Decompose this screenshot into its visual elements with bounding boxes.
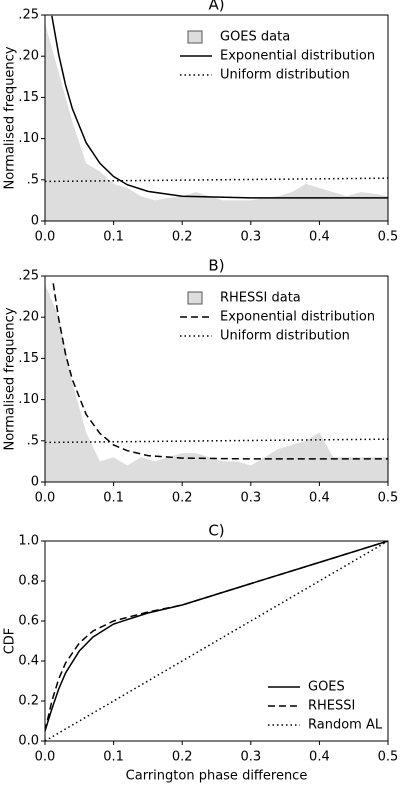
x-tick-label: 0.5 — [378, 750, 399, 765]
panel-title: B) — [208, 257, 224, 275]
legend-label: Exponential distribution — [220, 49, 375, 64]
x-tick-label: 0.4 — [309, 230, 330, 245]
x-tick-label: 0.0 — [35, 750, 56, 765]
legend-label: Exponential distribution — [220, 310, 375, 325]
y-tick-label: 0.4 — [18, 654, 39, 669]
y-tick-label: 0 — [31, 475, 39, 490]
line — [45, 438, 388, 444]
line — [45, 177, 388, 183]
x-tick-label: 0.2 — [172, 491, 193, 506]
area — [45, 23, 388, 221]
panel-title: A) — [208, 0, 224, 14]
y-axis-label: CDF — [3, 628, 18, 655]
y-tick-label: 0.2 — [18, 694, 39, 709]
plot-frame — [44, 540, 389, 742]
x-tick-label: 0.4 — [309, 750, 330, 765]
y-tick-label: .10 — [18, 392, 39, 407]
legend-label: GOES — [308, 680, 345, 695]
x-tick-label: 0.2 — [172, 230, 193, 245]
line — [45, 541, 388, 741]
x-tick-label: 0.5 — [378, 230, 399, 245]
y-tick-label: .20 — [18, 49, 39, 64]
x-tick-label: 0.0 — [35, 230, 56, 245]
y-tick-label: .25 — [18, 8, 39, 23]
y-tick-label: 0.8 — [18, 574, 39, 589]
y-tick-label: .25 — [18, 269, 39, 284]
y-tick-label: .15 — [18, 90, 39, 105]
legend-label: Uniform distribution — [220, 329, 350, 344]
plot-frame — [44, 14, 389, 222]
x-tick-label: 0.3 — [240, 230, 261, 245]
y-tick-label: 0 — [31, 214, 39, 229]
x-tick-label: 0.0 — [35, 491, 56, 506]
x-tick-label: 0.1 — [103, 491, 124, 506]
x-tick-label: 0.3 — [240, 491, 261, 506]
y-tick-label: 0.6 — [18, 614, 39, 629]
x-tick-label: 0.3 — [240, 750, 261, 765]
legend-swatch — [187, 30, 203, 44]
x-axis-label: Carrington phase difference — [126, 769, 308, 784]
panel: 0.0 0.1 0.2 0.3 0.4 0.50.5.10.15.20.25B)Norma… — [3, 257, 399, 506]
legend-label: Random AL — [308, 718, 383, 733]
line — [51, 15, 388, 199]
y-axis-label: Normalised frequency — [3, 307, 18, 450]
x-tick-label: 0.4 — [309, 491, 330, 506]
y-tick-label: .20 — [18, 310, 39, 325]
legend-label: RHESSI data — [220, 291, 301, 306]
x-tick-label: 0.5 — [378, 491, 399, 506]
area — [45, 284, 388, 482]
panel: 0.0 0.1 0.2 0.3 0.4 0.50.5.10.15.20.25A)Norma… — [3, 0, 399, 245]
y-tick-label: 0.0 — [18, 734, 39, 749]
x-tick-label: 0.1 — [103, 750, 124, 765]
y-tick-label: 1.0 — [18, 534, 39, 549]
legend-swatch — [187, 291, 203, 305]
legend-label: GOES data — [220, 30, 290, 45]
plot-frame — [44, 275, 389, 483]
x-tick-label: 0.2 — [172, 750, 193, 765]
legend-label: RHESSI — [308, 699, 355, 714]
x-tick-label: 0.1 — [103, 230, 124, 245]
y-tick-label: .10 — [18, 131, 39, 146]
y-tick-label: .5 — [27, 172, 39, 187]
y-tick-label: .15 — [18, 351, 39, 366]
panel: 0.0 0.1 0.2 0.3 0.4 0.5 0.0 0.2 0.4 0.6 0.8 1.0 C) CD… — [3, 522, 399, 784]
line — [45, 541, 388, 732]
legend-label: Uniform distribution — [220, 68, 350, 83]
y-axis-label: Normalised frequency — [3, 46, 18, 189]
panel-title: C) — [208, 522, 224, 540]
line — [52, 283, 388, 460]
y-tick-label: .5 — [27, 433, 39, 448]
